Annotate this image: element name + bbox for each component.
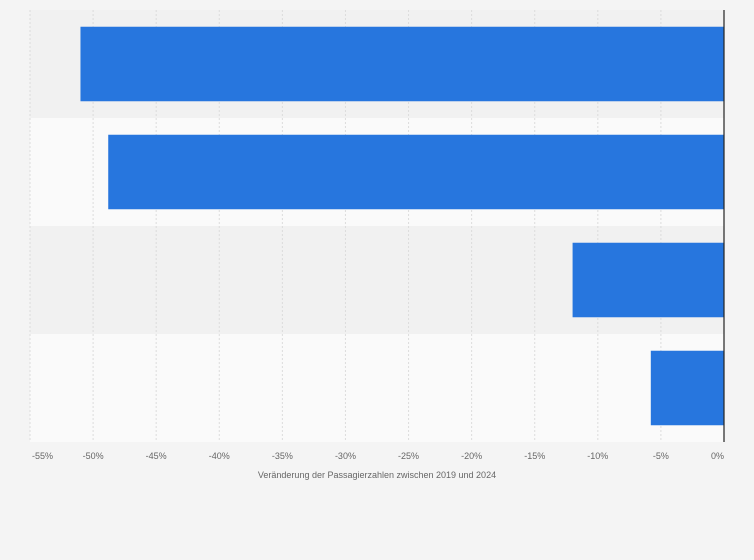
x-tick-label: -25%	[398, 451, 419, 461]
x-tick-label: -40%	[209, 451, 230, 461]
x-tick-label: -20%	[461, 451, 482, 461]
x-axis-title: Veränderung der Passagierzahlen zwischen…	[258, 470, 496, 480]
x-tick-label: -15%	[524, 451, 545, 461]
x-tick-labels: -55% -50% -45% -40% -35% -30% -25% -20% -15% -10%…	[32, 451, 724, 461]
x-tick-label: -50%	[83, 451, 104, 461]
bars	[80, 26, 725, 426]
x-tick-label: -55%	[32, 451, 53, 461]
x-tick-label: -45%	[146, 451, 167, 461]
x-tick-label: -35%	[272, 451, 293, 461]
x-tick-label: -10%	[587, 451, 608, 461]
x-tick-label: -5%	[653, 451, 669, 461]
x-tick-label: 0%	[711, 451, 724, 461]
x-tick-label: -30%	[335, 451, 356, 461]
bar[interactable]	[650, 350, 724, 426]
row-band	[30, 334, 724, 442]
bar[interactable]	[108, 134, 724, 210]
bar[interactable]	[572, 242, 724, 318]
bar[interactable]	[80, 26, 725, 102]
